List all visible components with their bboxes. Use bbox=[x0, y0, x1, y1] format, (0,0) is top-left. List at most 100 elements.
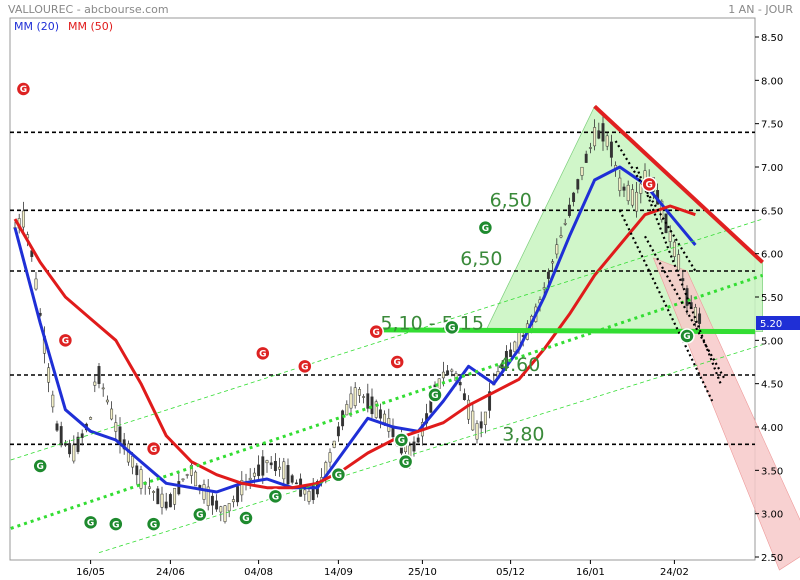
buy-marker-circle bbox=[238, 510, 254, 526]
buy-marker-label: G bbox=[196, 511, 203, 521]
resistance-line bbox=[593, 104, 764, 264]
price-bar-body bbox=[55, 423, 59, 431]
sell-marker: G bbox=[368, 323, 384, 340]
y-axis: 8.50 8.00 7.50 7.00 6.50 6.00 5.50 5.00 4.50 4.00… bbox=[755, 33, 783, 564]
price-bar-body bbox=[336, 426, 340, 437]
price-bar-body bbox=[265, 460, 269, 464]
buy-marker: G bbox=[238, 510, 254, 526]
buy-marker-label: G bbox=[272, 493, 279, 503]
price-bar-body bbox=[290, 475, 294, 483]
price-bar-body bbox=[580, 166, 584, 176]
legend-ma50: MM (50) bbox=[68, 20, 113, 33]
annotation-label-4: 3,80 bbox=[502, 423, 544, 445]
sell-marker: G bbox=[145, 440, 162, 457]
price-bar-body bbox=[513, 341, 517, 352]
price-bar-body bbox=[269, 462, 273, 466]
price-bar-body bbox=[576, 179, 580, 190]
price-bar-body bbox=[559, 235, 563, 238]
price-bar-body bbox=[223, 505, 227, 522]
price-bar-body bbox=[635, 191, 639, 212]
x-tick-label: 16/05 bbox=[76, 567, 105, 578]
buy-marker: G bbox=[393, 432, 410, 448]
price-bar-body bbox=[483, 411, 487, 425]
price-bar-body bbox=[693, 307, 697, 322]
level-annotations: 6,50 6,50 5,10 - 5,15 4.60 3,80 bbox=[380, 189, 544, 445]
price-bar-body bbox=[51, 394, 55, 408]
price-bar-body bbox=[114, 422, 118, 432]
buy-marker: G bbox=[267, 488, 284, 505]
sell-marker-label: G bbox=[301, 363, 308, 373]
price-bar-body bbox=[677, 254, 681, 271]
annotation-label-1: 6,50 bbox=[460, 248, 502, 270]
price-bar-body bbox=[441, 371, 445, 379]
sell-marker: G bbox=[389, 354, 405, 370]
price-bar-body bbox=[236, 486, 240, 503]
sell-marker: G bbox=[57, 332, 74, 349]
price-bar-body bbox=[626, 184, 630, 202]
buy-marker-circle bbox=[393, 432, 410, 448]
price-bar-body bbox=[177, 481, 181, 495]
dotted-trendline-3 bbox=[644, 235, 726, 380]
price-bar-body bbox=[206, 486, 210, 506]
price-bar-body bbox=[101, 387, 105, 390]
price-bar-body bbox=[185, 474, 189, 476]
buy-marker-label: G bbox=[402, 458, 409, 468]
price-bar-body bbox=[97, 366, 101, 384]
y-tick-label: 4.00 bbox=[761, 423, 783, 434]
price-bar-body bbox=[303, 489, 307, 495]
price-bar-body bbox=[458, 382, 462, 386]
sell-marker-label: G bbox=[20, 85, 27, 95]
buy-marker-circle bbox=[330, 466, 347, 483]
price-bar-body bbox=[488, 391, 492, 411]
price-bar-body bbox=[681, 278, 685, 282]
price-bar-body bbox=[467, 399, 471, 420]
sell-marker-circle bbox=[57, 332, 74, 349]
price-bar-body bbox=[215, 500, 219, 510]
price-bar-body bbox=[366, 393, 370, 409]
dotted-trendline-1 bbox=[635, 166, 722, 385]
price-bar-body bbox=[273, 460, 277, 472]
sell-marker: G bbox=[297, 358, 313, 375]
sell-marker-label: G bbox=[150, 445, 157, 455]
price-bar-body bbox=[194, 471, 198, 487]
price-bar-body bbox=[202, 484, 206, 500]
price-bar-body bbox=[210, 495, 214, 506]
price-bar-body bbox=[345, 404, 349, 416]
buy-marker: G bbox=[330, 466, 347, 483]
price-bar-body bbox=[168, 494, 172, 508]
buy-marker-circle bbox=[397, 453, 414, 470]
price-bar-body bbox=[173, 488, 177, 505]
price-bar-body bbox=[181, 478, 185, 481]
sell-marker-label: G bbox=[62, 337, 69, 347]
y-tick-label: 7.00 bbox=[761, 163, 783, 174]
price-bar-body bbox=[68, 443, 72, 455]
buy-marker: G bbox=[82, 514, 99, 531]
price-bar-body bbox=[672, 241, 676, 257]
price-bar-body bbox=[349, 393, 353, 409]
y-tick-label: 7.50 bbox=[761, 120, 783, 131]
buy-marker: G bbox=[108, 516, 124, 532]
buy-marker-label: G bbox=[242, 514, 249, 524]
last-price-tag: 5.20 bbox=[756, 316, 800, 330]
x-tick-label: 24/02 bbox=[660, 567, 689, 578]
buy-marker-circle bbox=[32, 458, 48, 474]
buy-marker-circle bbox=[267, 488, 284, 505]
y-tick-label: 2.50 bbox=[761, 553, 783, 564]
sell-marker-circle bbox=[255, 345, 271, 362]
price-bar-body bbox=[89, 417, 93, 420]
price-bar-body bbox=[471, 410, 475, 431]
price-bar-body bbox=[131, 455, 135, 468]
sell-marker-circle bbox=[15, 81, 32, 97]
price-bar-body bbox=[446, 370, 450, 376]
price-bar-body bbox=[21, 210, 25, 228]
price-bar-body bbox=[240, 480, 244, 496]
buy-marker-label: G bbox=[37, 462, 44, 472]
buy-marker-circle bbox=[108, 516, 124, 532]
sell-marker-circle bbox=[297, 358, 313, 375]
buy-marker-circle bbox=[145, 516, 162, 532]
sell-marker-circle bbox=[368, 323, 384, 340]
sell-marker-circle bbox=[145, 440, 162, 457]
price-bar-body bbox=[563, 223, 567, 225]
price-bar-body bbox=[341, 410, 345, 427]
